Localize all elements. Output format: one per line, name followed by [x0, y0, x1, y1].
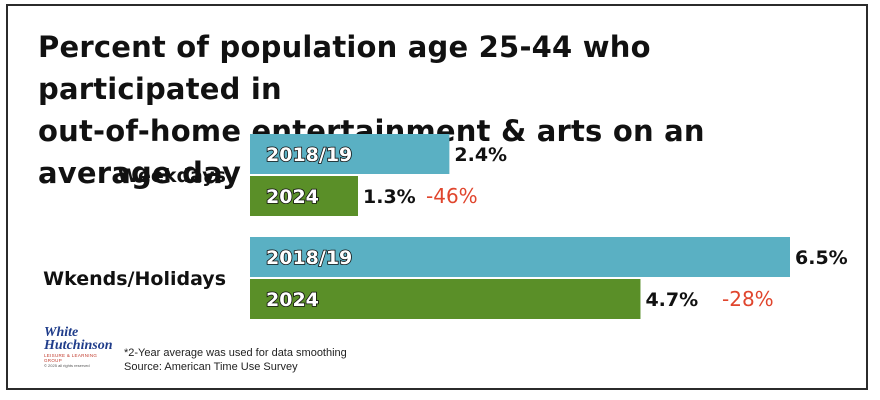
category-label-1: Wkends/Holidays: [43, 268, 226, 290]
value-label-0-0: 2.4%: [454, 144, 507, 166]
value-label-0-1: 1.3%: [363, 186, 416, 208]
footnote: *2-Year average was used for data smooth…: [124, 346, 347, 374]
logo-tagline: LEISURE & LEARNING GROUP: [44, 353, 98, 363]
bar-0-1: [250, 176, 358, 216]
logo-copyright: © 2025 all rights reserved: [44, 363, 90, 368]
bar-1-0: [250, 237, 790, 277]
bar-series-label-0-0: 2018/19: [266, 144, 352, 166]
logo-line-1: White: [44, 325, 79, 340]
bar-series-label-1-0: 2018/19: [266, 247, 352, 269]
logo-line-2: Hutchinson: [44, 338, 113, 353]
change-label-1: -28%: [722, 287, 774, 311]
footnote-smoothing: *2-Year average was used for data smooth…: [124, 347, 347, 359]
category-label-0: Weekdays: [118, 165, 226, 187]
chart-title: Percent of population age 25-44 who part…: [38, 26, 838, 194]
bar-0-0: [250, 134, 450, 174]
title-line-1: Percent of population age 25-44 who part…: [38, 30, 651, 106]
value-label-1-1: 4.7%: [645, 289, 698, 311]
bar-1-1: [250, 279, 641, 319]
bar-series-label-0-1: 2024: [266, 186, 319, 208]
chart-frame: [6, 4, 868, 390]
company-logo: White Hutchinson LEISURE & LEARNING GROU…: [44, 326, 116, 372]
bar-series-label-1-1: 2024: [266, 289, 319, 311]
footnote-source: Source: American Time Use Survey: [124, 361, 298, 373]
change-label-0: -46%: [426, 184, 478, 208]
value-label-1-0: 6.5%: [795, 247, 848, 269]
